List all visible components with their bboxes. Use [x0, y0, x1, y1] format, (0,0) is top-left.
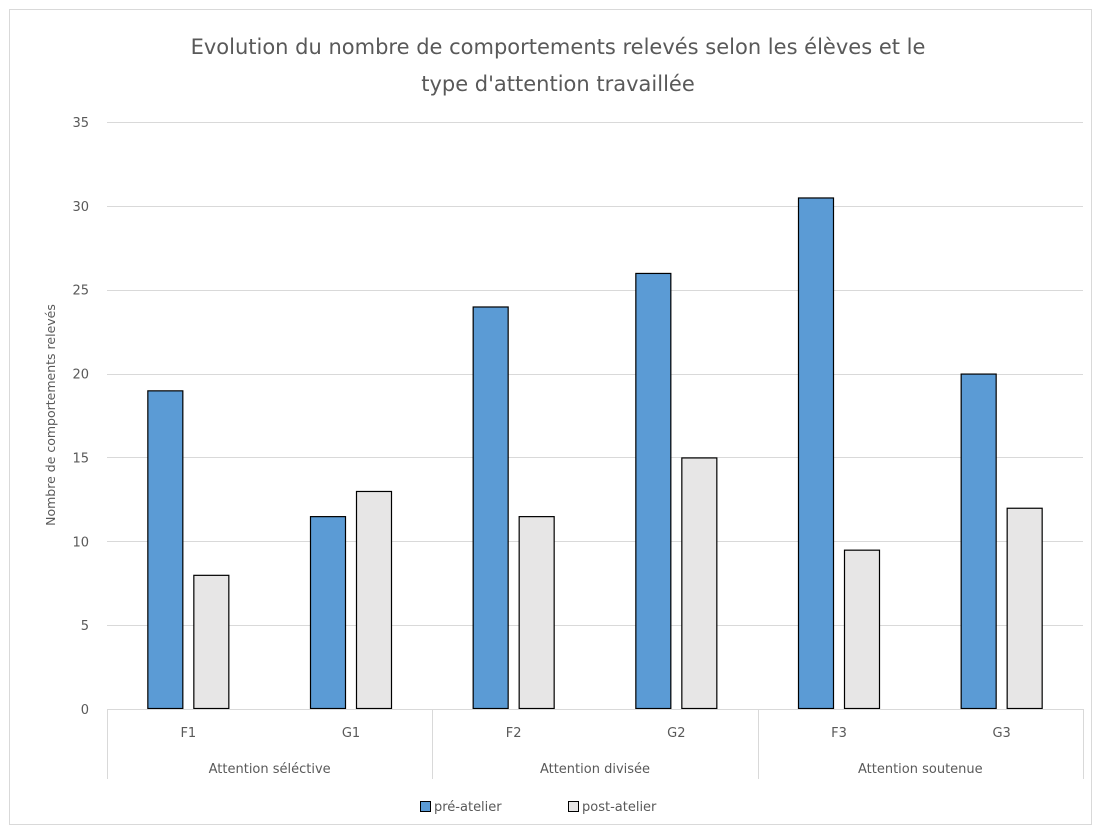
x-category-label: G3: [992, 726, 1010, 741]
chart-title-line-1: Evolution du nombre de comportements rel…: [191, 35, 926, 59]
bar-post-atelier-G1: [355, 490, 393, 710]
x-axis: F1 G1 F2 G2 F3 G3 Attention séléctive Attention…: [107, 709, 1084, 779]
chart-title-line-2: type d'attention travaillée: [421, 72, 695, 96]
bar-pré-atelier-F3: [797, 197, 835, 710]
y-tick-label: 35: [72, 116, 89, 131]
legend-swatch: [568, 801, 579, 812]
bar-post-atelier-G3: [1006, 507, 1043, 710]
y-tick-label: 20: [72, 368, 89, 383]
y-tick-label: 30: [72, 200, 89, 215]
legend-label: pré-atelier: [434, 800, 502, 815]
bar-pré-atelier-G3: [960, 373, 997, 710]
legend: pré-atelier post-atelier: [420, 800, 657, 815]
gridlines: [107, 122, 1083, 626]
y-tick-label: 15: [72, 451, 89, 466]
bar-pré-atelier-F2: [472, 306, 509, 710]
x-category-label: F3: [831, 726, 847, 741]
bar-pré-atelier-G2: [635, 272, 672, 710]
x-category-label: G1: [342, 726, 360, 741]
bar-post-atelier-F3: [843, 549, 881, 710]
bar-pré-atelier-F1: [147, 390, 184, 710]
chart-border: [9, 9, 1092, 825]
bar-post-atelier-G2: [681, 457, 718, 710]
chart-title: Evolution du nombre de comportements rel…: [191, 35, 926, 96]
legend-label: post-atelier: [582, 800, 657, 815]
y-axis-ticks: 0 5 10 15 20 25 30 35: [72, 116, 89, 718]
bars: [147, 197, 1043, 710]
legend-swatch: [420, 801, 431, 812]
x-group-label: Attention séléctive: [209, 762, 331, 777]
y-tick-label: 5: [81, 619, 89, 634]
y-tick-label: 10: [72, 535, 89, 550]
bar-pré-atelier-G1: [309, 516, 347, 710]
bar-post-atelier-F1: [193, 574, 230, 710]
x-category-label: F2: [506, 726, 522, 741]
x-group-label: Attention soutenue: [858, 762, 983, 777]
y-axis-label: Nombre de comportements relevés: [43, 304, 58, 526]
x-category-label: G2: [667, 726, 685, 741]
x-group-label: Attention divisée: [540, 762, 650, 777]
x-category-label: F1: [180, 726, 196, 741]
y-tick-label: 25: [72, 284, 89, 299]
bar-post-atelier-F2: [518, 516, 555, 710]
y-tick-label: 0: [81, 703, 89, 718]
